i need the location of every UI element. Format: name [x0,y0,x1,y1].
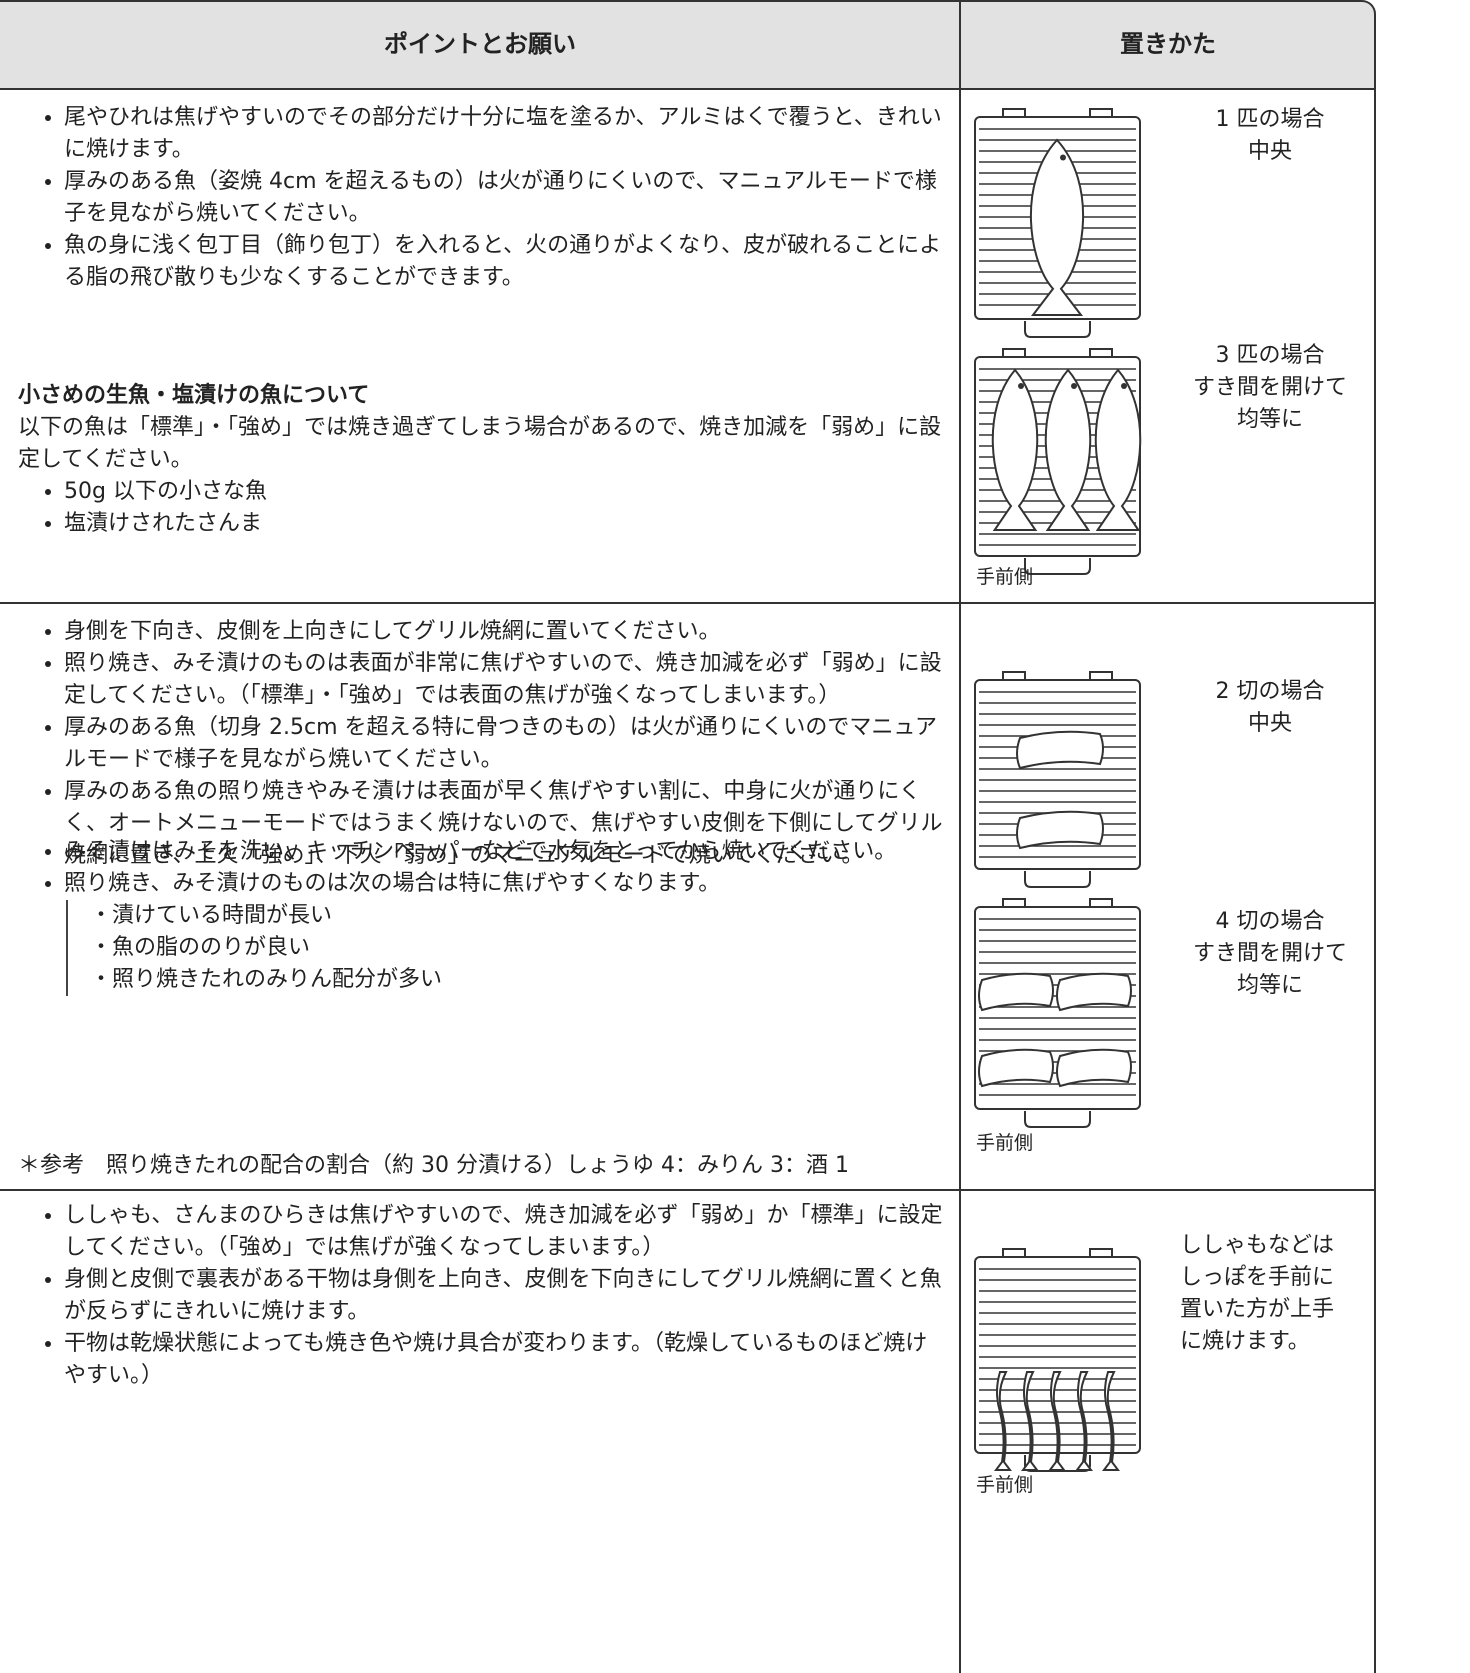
bullet-list: 50g 以下の小さな魚塩漬けされたさんま [18,476,948,540]
header-points: ポイントとお願い [384,30,576,58]
eye [1071,383,1077,389]
drawing [1016,730,1104,770]
bullet-item: 魚の身に浅く包丁目（飾り包丁）を入れると、火の通りがよくなり、皮が破れることによ… [64,230,945,294]
header-bg [0,0,1376,90]
bullet-list: 身側を下向き、皮側を上向きにしてグリル焼網に置いてください。照り焼き、みそ漬けの… [40,616,945,872]
sub-item: ・魚の脂ののりが良い [90,935,311,960]
header-placement: 置きかた [1120,30,1216,58]
bullet-item: ししゃも、さんまのひらきは焦げやすいので、焼き加減を必ず「弱め」か「標準」に設定… [64,1200,945,1264]
drawing [1102,1371,1120,1471]
caption-line: 2 切の場合 [1215,679,1325,704]
caption-line: ししゃもなどは [1180,1233,1335,1258]
drawing [1056,1048,1132,1088]
bullet-item: 身側を下向き、皮側を上向きにしてグリル焼網に置いてください。 [64,616,945,648]
drawing [1024,321,1091,338]
bullet-item: 塩漬けされたさんま [64,508,948,540]
caption-line: 中央 [1247,711,1292,736]
sub-item: ・照り焼きたれのみりん配分が多い [90,967,443,992]
bullet-item: 照り焼き、みそ漬けのものは次の場合は特に焦げやすくなります。 [64,868,945,900]
drawing [991,368,1039,531]
text-block: ししゃも、さんまのひらきは焦げやすいので、焼き加減を必ず「弱め」か「標準」に設定… [40,1200,945,1392]
bullet-item: 厚みのある魚（姿焼 4cm を超えるもの）は火が通りにくいので、マニュアルモード… [64,166,945,230]
caption-line: 1 匹の場合 [1215,107,1325,132]
caption-line: しっぽを手前に [1180,1265,1335,1290]
caption-line: 置いた方が上手 [1180,1297,1335,1322]
caption-line: 均等に [1236,973,1303,998]
caption-line: 4 切の場合 [1215,909,1325,934]
caption-line: 3 匹の場合 [1215,343,1325,368]
placement-caption: 4 切の場合 すき間を開けて 均等に [1170,906,1370,1002]
bullet-item: 厚みのある魚（切身 2.5cm を超える特に骨つきのもの）は火が通りにくいのでマ… [64,712,945,776]
bullet-item: 尾やひれは焦げやすいのでその部分だけ十分に塩を塗るか、アルミはくで覆うと、きれい… [64,102,945,166]
bullet-item: 身側と皮側で裏表がある干物は身側を上向き、皮側を下向きにしてグリル焼網に置くと魚… [64,1264,945,1328]
caption-line: すき間を開けて [1192,941,1347,966]
drawing [1016,810,1104,850]
drawing [994,1371,1012,1471]
drawing [1094,368,1142,531]
drawing [1024,871,1091,888]
text-block: 小さめの生魚・塩漬けの魚について以下の魚は「標準」・「強め」では焼き過ぎてしまう… [18,380,948,540]
drawing [1048,1371,1066,1471]
drawing [1030,138,1084,316]
note-text: 以下の魚は「標準」・「強め」では焼き過ぎてしまう場合があるので、焼き加減を「弱め… [18,415,942,472]
sub-item: ・漬けている時間が長い [90,903,333,928]
column-divider [959,0,961,1673]
drawing [1056,972,1132,1012]
placement-caption: ししゃもなどは しっぽを手前に 置いた方が上手 に焼けます。 [1180,1230,1380,1358]
eye [1018,383,1024,389]
drawing [978,972,1054,1012]
bullet-item: 干物は乾燥状態によっても焼き色や焼け具合が変わります。（乾燥しているものほど焼け… [64,1328,945,1392]
caption-line: 均等に [1236,407,1303,432]
drawing [1024,558,1091,575]
bullet-list: みそ漬けはみそを洗い、キッチンペーパーなどで水気をとってから焼いてください。照り… [40,836,945,900]
note-title: 小さめの生魚・塩漬けの魚について [18,383,370,408]
sub-list: ・漬けている時間が長い ・魚の脂ののりが良い・照り焼きたれのみりん配分が多い [66,900,945,996]
drawing [1021,1371,1039,1471]
caption-line: 中央 [1247,139,1292,164]
text-block: 尾やひれは焦げやすいのでその部分だけ十分に塩を塗るか、アルミはくで覆うと、きれい… [40,102,945,294]
placement-caption: 2 切の場合 中央 [1170,676,1370,740]
text-block: みそ漬けはみそを洗い、キッチンペーパーなどで水気をとってから焼いてください。照り… [40,836,945,996]
text-block: 身側を下向き、皮側を上向きにしてグリル焼網に置いてください。照り焼き、みそ漬けの… [40,616,945,872]
bullet-list: ししゃも、さんまのひらきは焦げやすいので、焼き加減を必ず「弱め」か「標準」に設定… [40,1200,945,1392]
drawing [1075,1371,1093,1471]
bullet-item: 厚みのある魚の照り焼きやみそ漬けは表面が早く焦げやすい割に、中身に火が通りにくく… [64,776,945,872]
placement-caption: 1 匹の場合 中央 [1170,104,1370,168]
row-divider [0,602,1376,604]
placement-caption: 3 匹の場合 すき間を開けて 均等に [1170,340,1370,436]
bullet-item: 50g 以下の小さな魚 [64,476,948,508]
caption-line: すき間を開けて [1192,375,1347,400]
drawing [978,1048,1054,1088]
bullet-item: 照り焼き、みそ漬けのものは表面が非常に焦げやすいので、焼き加減を必ず「弱め」に設… [64,648,945,712]
front-label: 手前側 [976,1132,1034,1154]
drawing [1044,368,1092,531]
eye [1121,383,1127,389]
front-label: 手前側 [976,566,1034,588]
drawing [1024,1111,1091,1128]
caption-line: に焼けます。 [1180,1329,1310,1354]
table-body [0,88,1376,1673]
reference: ＊参考 照り焼きたれの配合の割合（約 30 分漬ける）しょうゆ 4：みりん 3：… [18,1153,849,1178]
bullet-item: みそ漬けはみそを洗い、キッチンペーパーなどで水気をとってから焼いてください。 [64,836,945,868]
front-label: 手前側 [976,1474,1034,1496]
row-divider [0,1189,1376,1191]
eye [1060,154,1066,161]
bullet-list: 尾やひれは焦げやすいのでその部分だけ十分に塩を塗るか、アルミはくで覆うと、きれい… [40,102,945,294]
